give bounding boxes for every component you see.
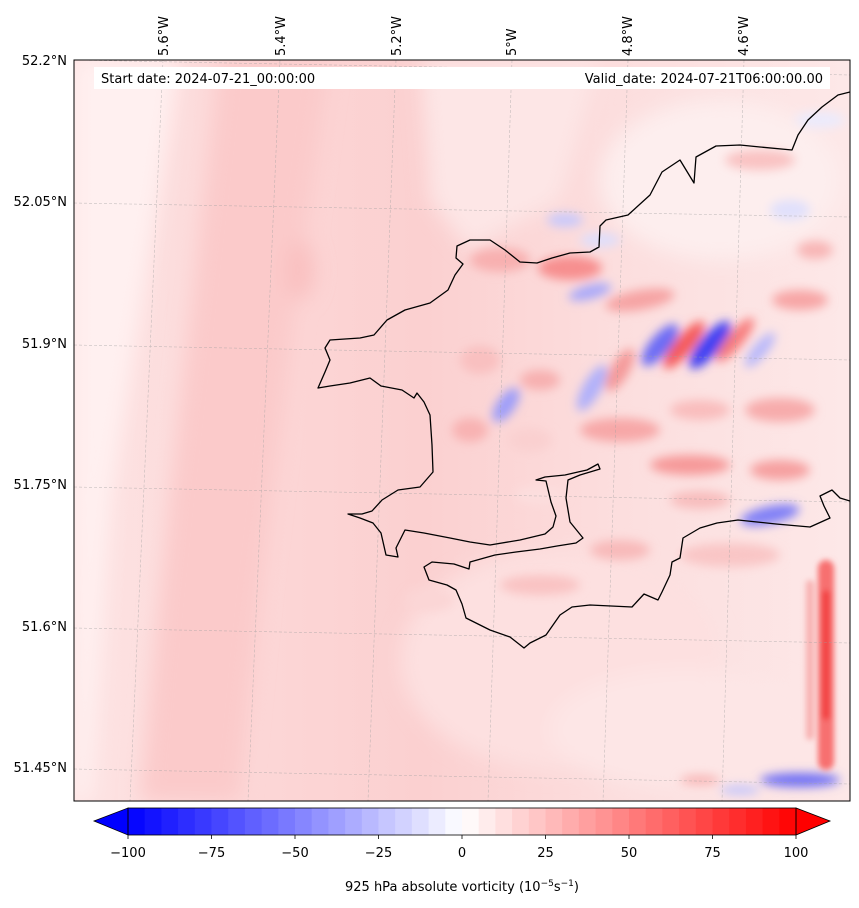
colorbar-segment [679, 808, 697, 835]
colorbar: −100 −75 −50 −25 0 25 50 75 100 925 hPa … [92, 807, 832, 895]
colorbar-max-extend [795, 807, 832, 836]
colorbar-segment [528, 808, 546, 835]
colorbar-segment [278, 808, 296, 835]
colorbar-segment [712, 808, 730, 835]
colorbar-units-exp2: −1 [561, 879, 574, 889]
colorbar-min-extend [92, 807, 129, 836]
colorbar-tick-label: −75 [198, 846, 225, 861]
vorticity-field-smooth [74, 60, 840, 801]
colorbar-segment [612, 808, 630, 835]
colorbar-segment [328, 808, 346, 835]
colorbar-segment [144, 808, 162, 835]
colorbar-segment [595, 808, 613, 835]
colorbar-segment [495, 808, 513, 835]
colorbar-segment [662, 808, 680, 835]
colorbar-segment [378, 808, 396, 835]
colorbar-tick-label: 100 [784, 846, 809, 861]
lon-tick: 5°W [505, 28, 520, 56]
lat-tick: 51.6°N [22, 620, 67, 635]
colorbar-segment [762, 808, 780, 835]
colorbar-segment [211, 808, 229, 835]
colorbar-units-exp1: −5 [541, 879, 554, 889]
map-panel: Start date: 2024-07-21_00:00:00 Valid_da… [74, 60, 850, 801]
colorbar-tick-label: −50 [281, 846, 308, 861]
colorbar-segment [244, 808, 262, 835]
colorbar-segment [428, 808, 446, 835]
lat-tick: 52.05°N [14, 195, 67, 210]
lon-tick-labels: 5.6°W 5.4°W 5.2°W 5°W 4.8°W 4.6°W [157, 16, 752, 56]
colorbar-segment [629, 808, 647, 835]
colorbar-units-prefix: (10 [519, 880, 541, 895]
lon-tick: 4.6°W [737, 16, 752, 56]
colorbar-segment [311, 808, 329, 835]
lon-tick: 4.8°W [621, 16, 636, 56]
vorticity-field-detail [405, 112, 845, 795]
colorbar-segment [411, 808, 429, 835]
colorbar-segment [295, 808, 313, 835]
colorbar-segment [161, 808, 179, 835]
colorbar-label: 925 hPa absolute vorticity (10−5s−1) [345, 879, 579, 895]
colorbar-segment [261, 808, 279, 835]
colorbar-segment [745, 808, 763, 835]
colorbar-tick-labels: −100 −75 −50 −25 0 25 50 75 100 [110, 846, 808, 861]
lon-tick: 5.4°W [274, 16, 289, 56]
colorbar-segment [729, 808, 747, 835]
colorbar-segment [361, 808, 379, 835]
colorbar-tick-label: 75 [704, 846, 721, 861]
colorbar-segment [228, 808, 246, 835]
colorbar-segment [478, 808, 496, 835]
lat-tick: 51.9°N [22, 337, 67, 352]
lat-tick: 51.45°N [14, 761, 67, 776]
lon-tick: 5.6°W [157, 16, 172, 56]
colorbar-segment [645, 808, 663, 835]
lat-tick: 52.2°N [22, 54, 67, 69]
lat-tick: 51.75°N [14, 478, 67, 493]
colorbar-tick-label: 0 [458, 846, 466, 861]
colorbar-segment [194, 808, 212, 835]
colorbar-segment [345, 808, 363, 835]
colorbar-tick-label: 25 [537, 846, 554, 861]
colorbar-tick-label: −25 [365, 846, 392, 861]
colorbar-segment [128, 808, 146, 835]
colorbar-segment [512, 808, 530, 835]
colorbar-segment [779, 808, 797, 835]
colorbar-segment [445, 808, 463, 835]
lon-tick: 5.2°W [390, 16, 405, 56]
colorbar-tick-label: 50 [621, 846, 638, 861]
lat-tick-labels: 52.2°N 52.05°N 51.9°N 51.75°N 51.6°N 51.… [14, 54, 67, 776]
colorbar-segment [695, 808, 713, 835]
start-date-label: Start date: 2024-07-21_00:00:00 [101, 72, 315, 87]
colorbar-segment [545, 808, 563, 835]
info-strip [94, 67, 830, 89]
coastline [317, 91, 850, 649]
colorbar-label-name: 925 hPa absolute vorticity [345, 880, 515, 895]
colorbar-segments [128, 808, 797, 835]
colorbar-segment [562, 808, 580, 835]
vorticity-field-edge [806, 560, 834, 770]
colorbar-units-mid: s [554, 880, 561, 895]
valid-date-label: Valid_date: 2024-07-21T06:00:00.00 [585, 72, 823, 87]
colorbar-ticks [127, 835, 797, 839]
colorbar-segment [462, 808, 480, 835]
colorbar-segment [395, 808, 413, 835]
map-frame [73, 59, 851, 802]
colorbar-segment [578, 808, 596, 835]
colorbar-units-suffix: ) [574, 880, 579, 895]
colorbar-tick-label: −100 [110, 846, 146, 861]
colorbar-segment [178, 808, 196, 835]
